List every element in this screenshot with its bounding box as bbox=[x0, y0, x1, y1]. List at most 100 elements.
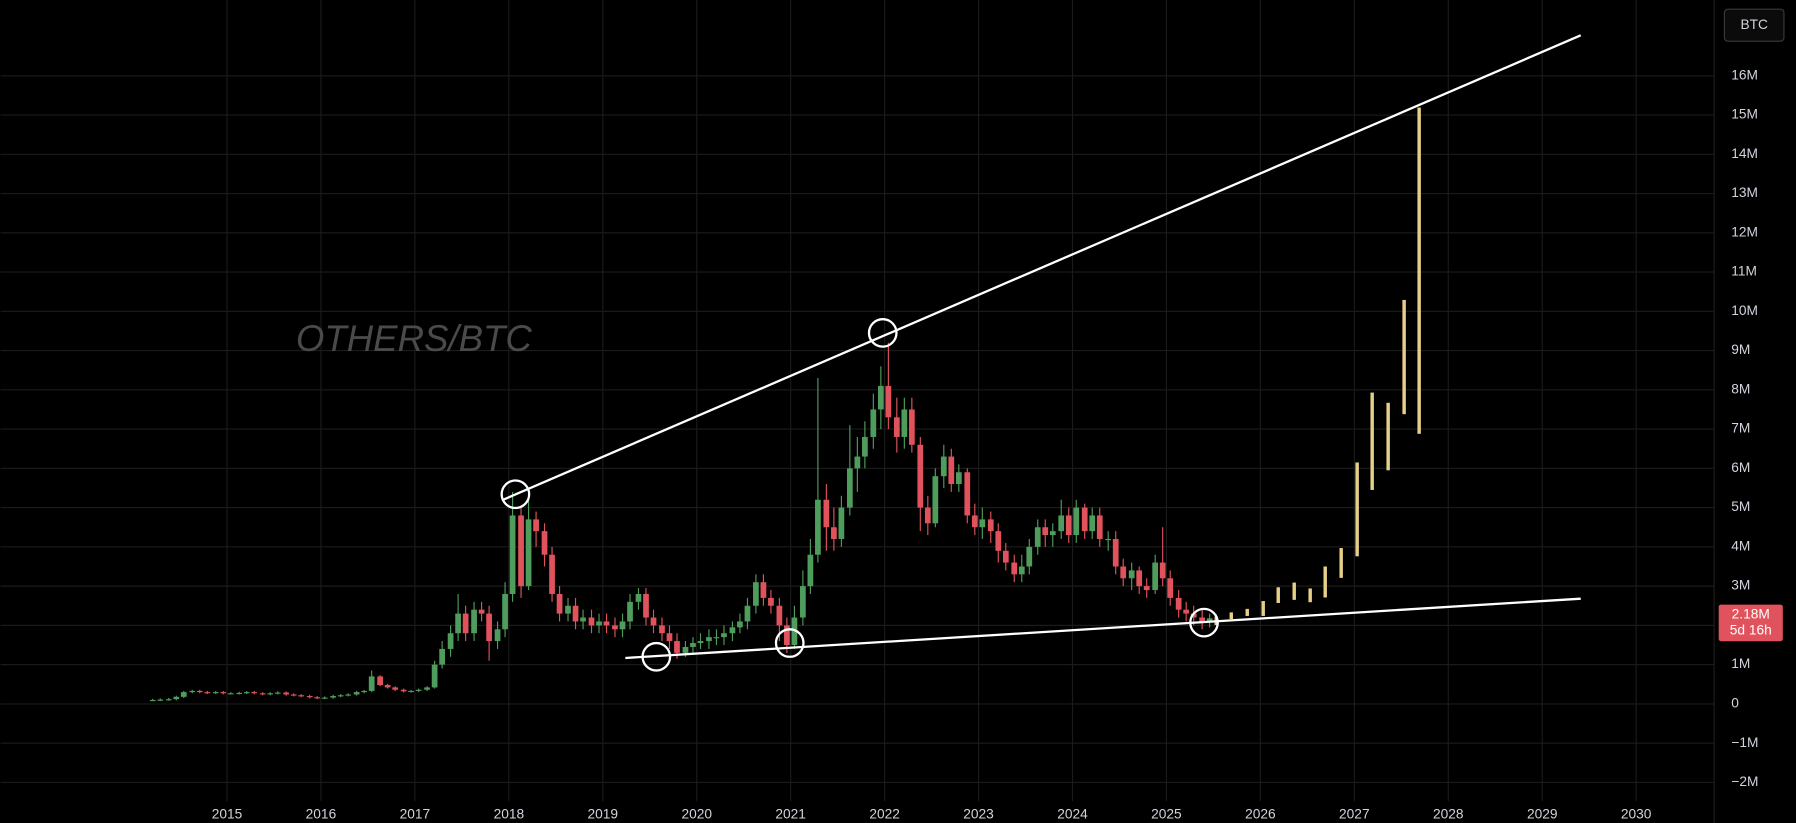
candle-body bbox=[1112, 539, 1119, 567]
candle-body bbox=[776, 605, 783, 626]
candle-body bbox=[987, 519, 994, 532]
candle-body bbox=[220, 692, 227, 694]
candle-body bbox=[565, 605, 571, 614]
candle-body bbox=[1042, 527, 1049, 536]
candle-body bbox=[283, 692, 290, 695]
candle-body bbox=[619, 621, 626, 630]
last-price-label: 2.18M bbox=[1732, 607, 1770, 622]
projection-bar bbox=[1417, 107, 1421, 434]
candle-body bbox=[227, 693, 234, 695]
candle-body bbox=[854, 456, 861, 469]
candle-body bbox=[1096, 515, 1103, 540]
candle-body bbox=[1105, 539, 1112, 541]
candle-body bbox=[1058, 515, 1065, 532]
candle-body bbox=[204, 692, 211, 694]
candle-body bbox=[800, 586, 806, 618]
candle-body bbox=[596, 621, 602, 626]
candle-body bbox=[165, 699, 172, 701]
touch-marker bbox=[500, 479, 531, 510]
candle-body bbox=[917, 444, 924, 508]
candle-body bbox=[1143, 586, 1150, 591]
projection-bar bbox=[1323, 566, 1327, 598]
candle-body bbox=[1128, 570, 1135, 579]
candle-body bbox=[682, 646, 689, 653]
candle-body bbox=[447, 633, 454, 649]
candle-body bbox=[314, 697, 321, 699]
x-tick-label: 2016 bbox=[306, 807, 337, 822]
candle-body bbox=[377, 676, 383, 686]
projection-bar bbox=[1355, 462, 1359, 557]
grid bbox=[0, 0, 1715, 802]
candle-body bbox=[948, 456, 955, 485]
x-tick-label: 2024 bbox=[1057, 807, 1088, 822]
candle-body bbox=[1136, 570, 1143, 587]
candle-body bbox=[924, 507, 931, 524]
projection-bar bbox=[1261, 601, 1265, 616]
candle-body bbox=[243, 692, 250, 694]
candle-body bbox=[518, 515, 524, 587]
candle-body bbox=[1065, 515, 1072, 536]
y-tick-label: 9M bbox=[1731, 342, 1750, 357]
y-tick-label: −1M bbox=[1731, 735, 1758, 750]
last-price-box bbox=[1718, 604, 1783, 642]
y-tick-label: 3M bbox=[1731, 578, 1750, 593]
candle-body bbox=[1089, 515, 1096, 532]
candle-body bbox=[901, 409, 908, 437]
projection-bar bbox=[1245, 608, 1249, 616]
y-tick-label: 10M bbox=[1731, 303, 1758, 318]
x-tick-label: 2015 bbox=[212, 807, 243, 822]
candle-body bbox=[274, 692, 281, 694]
candle-body bbox=[870, 409, 877, 437]
projection-bar bbox=[1229, 612, 1233, 620]
projection-bar bbox=[1276, 587, 1280, 603]
x-tick-label: 2022 bbox=[869, 807, 900, 822]
candle-body bbox=[431, 664, 438, 688]
x-tick-label: 2018 bbox=[494, 807, 525, 822]
y-tick-label: 1M bbox=[1731, 656, 1750, 671]
currency-button-label[interactable]: BTC bbox=[1740, 17, 1768, 32]
candle-body bbox=[971, 515, 978, 528]
candle-body bbox=[212, 692, 219, 694]
candle-body bbox=[737, 621, 743, 628]
watermark-title: OTHERS/BTC bbox=[296, 318, 533, 359]
candle-body bbox=[1049, 531, 1056, 536]
candle-body bbox=[753, 582, 759, 606]
candle-body bbox=[1159, 562, 1166, 579]
projection-bar bbox=[1370, 392, 1374, 490]
candle-body bbox=[846, 468, 853, 508]
x-tick-label: 2021 bbox=[775, 807, 806, 822]
candle-body bbox=[1199, 617, 1206, 622]
countdown-label: 5d 16h bbox=[1730, 623, 1772, 638]
candle-body bbox=[940, 456, 947, 477]
candle-body bbox=[321, 697, 328, 699]
candle-body bbox=[964, 472, 971, 516]
candle-body bbox=[893, 417, 900, 437]
candle-body bbox=[713, 637, 720, 639]
candle-body bbox=[877, 385, 884, 410]
candle-body bbox=[337, 695, 344, 697]
x-tick-label: 2019 bbox=[588, 807, 619, 822]
candle-body bbox=[706, 637, 712, 642]
candle-body bbox=[509, 515, 516, 594]
x-tick-label: 2025 bbox=[1151, 807, 1182, 822]
candle-body bbox=[572, 605, 579, 622]
projection-bar bbox=[1308, 588, 1312, 603]
x-tick-label: 2030 bbox=[1621, 807, 1652, 822]
candle-body bbox=[979, 519, 986, 528]
projection-bar bbox=[1292, 582, 1296, 600]
x-tick-label: 2029 bbox=[1527, 807, 1558, 822]
candle-body bbox=[368, 676, 375, 691]
candle-body bbox=[580, 617, 586, 622]
candle-body bbox=[189, 690, 196, 693]
candle-body bbox=[643, 593, 649, 618]
candle-body bbox=[588, 617, 595, 626]
candle-body bbox=[149, 699, 156, 702]
candle-body bbox=[196, 690, 203, 693]
y-tick-label: 13M bbox=[1731, 185, 1758, 200]
candle-body bbox=[502, 593, 508, 630]
currency-button[interactable] bbox=[1723, 8, 1785, 42]
y-tick-label: 6M bbox=[1731, 460, 1750, 475]
candle-body bbox=[533, 519, 539, 532]
